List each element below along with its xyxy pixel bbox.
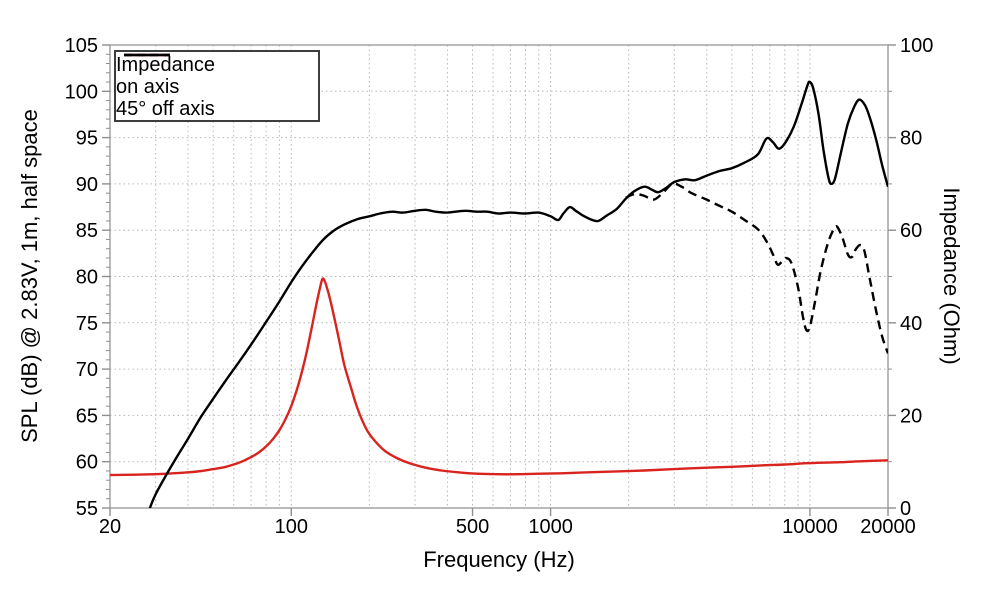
legend-line-sample-dashed [124,53,170,57]
legend-item-45-off-axis: 45° off axis [116,53,318,120]
legend-label: Impedance [116,54,215,76]
x-tick-label: 20 [99,516,121,538]
x-tick-label: 20000 [860,516,916,538]
y-axis-right-title: Impedance (Ohm) [939,187,964,365]
y-left-tick-label: 95 [76,128,98,150]
y-right-tick-label: 40 [900,313,922,335]
y-axis-left-title: SPL (dB) @ 2.83V, 1m, half space [17,109,42,443]
y-left-tick-label: 85 [76,220,98,242]
legend: Impedance on axis 45° off axis [114,50,320,122]
x-tick-label: 500 [456,516,489,538]
series-impedance-curve [110,277,888,477]
y-right-tick-label: 100 [900,35,933,57]
x-tick-label: 10000 [782,516,838,538]
y-left-tick-label: 65 [76,405,98,427]
y-left-tick-label: 55 [76,498,98,520]
x-tick-label: 1000 [528,516,573,538]
y-left-tick-label: 80 [76,267,98,289]
x-tick-label: 100 [275,516,308,538]
legend-label: 45° off axis [116,98,215,120]
series-on-axis-curve [148,80,888,508]
y-right-tick-label: 80 [900,128,922,150]
y-left-tick-label: 105 [65,35,98,57]
y-right-tick-label: 20 [900,405,922,427]
y-left-tick-label: 90 [76,174,98,196]
y-right-tick-label: 60 [900,220,922,242]
y-left-tick-label: 75 [76,313,98,335]
y-left-tick-label: 60 [76,452,98,474]
y-right-tick-label: 0 [900,498,911,520]
legend-label: on axis [116,76,180,98]
y-left-tick-label: 70 [76,359,98,381]
y-left-tick-label: 100 [65,81,98,103]
legend-item-on-axis: on axis [116,53,318,98]
x-axis-title: Frequency (Hz) [423,547,575,572]
series-45-off-axis-curve [625,182,888,354]
